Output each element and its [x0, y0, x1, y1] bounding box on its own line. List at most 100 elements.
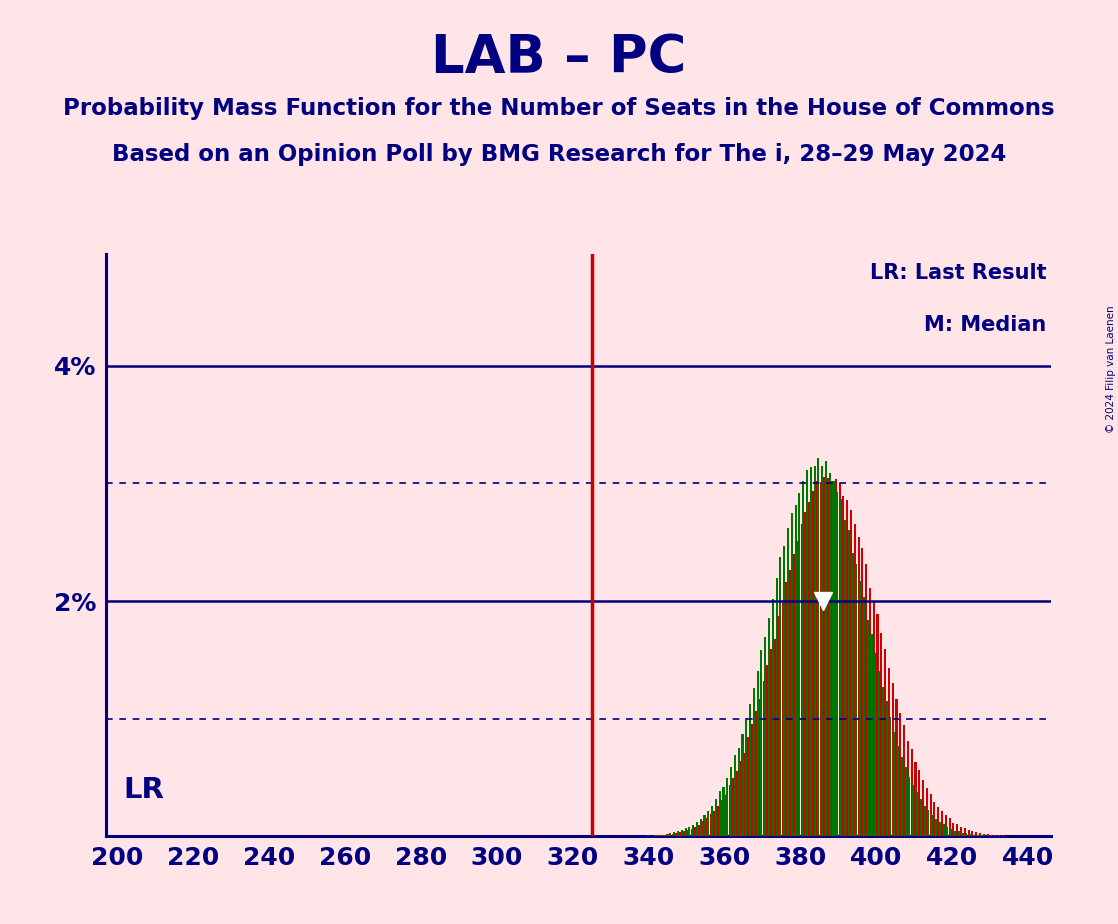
Text: Probability Mass Function for the Number of Seats in the House of Commons: Probability Mass Function for the Number…	[64, 97, 1054, 120]
Bar	[717, 806, 719, 836]
Bar	[922, 780, 925, 836]
Bar	[986, 833, 988, 836]
Bar	[789, 570, 792, 836]
Bar	[778, 615, 780, 836]
Bar	[863, 598, 865, 836]
Bar	[896, 699, 898, 836]
Bar	[681, 830, 683, 836]
Bar	[749, 703, 751, 836]
Bar	[816, 480, 818, 836]
Bar	[821, 466, 823, 836]
Bar	[675, 833, 678, 836]
Bar	[855, 565, 858, 836]
Bar	[892, 684, 893, 836]
Bar	[899, 712, 901, 836]
Bar	[846, 500, 849, 836]
Bar	[983, 834, 985, 836]
Bar	[979, 833, 980, 836]
Bar	[972, 831, 974, 836]
Bar	[918, 770, 920, 836]
Bar	[722, 787, 724, 836]
Text: LR: Last Result: LR: Last Result	[870, 262, 1046, 283]
Bar	[908, 776, 910, 836]
Bar	[953, 822, 955, 836]
Bar	[786, 582, 787, 836]
Bar	[923, 806, 926, 836]
Bar	[956, 824, 958, 836]
Bar	[783, 546, 785, 836]
Bar	[730, 767, 732, 836]
Bar	[797, 541, 799, 836]
Bar	[793, 553, 795, 836]
Bar	[762, 680, 765, 836]
Bar	[937, 808, 939, 836]
Bar	[975, 833, 977, 836]
Bar	[686, 830, 689, 836]
Bar	[823, 477, 825, 836]
Bar	[885, 701, 888, 836]
Bar	[994, 835, 996, 836]
Bar	[812, 491, 814, 836]
Bar	[942, 824, 945, 836]
Bar	[861, 548, 863, 836]
Bar	[672, 833, 674, 836]
Bar	[654, 835, 656, 836]
Bar	[776, 578, 778, 836]
Bar	[741, 734, 743, 836]
Bar	[850, 510, 852, 836]
Bar	[991, 834, 993, 836]
Bar	[825, 461, 827, 836]
Bar	[684, 828, 686, 836]
Bar	[969, 834, 972, 836]
Bar	[664, 834, 666, 836]
Bar	[907, 741, 909, 836]
Bar	[767, 665, 768, 836]
Bar	[759, 699, 761, 836]
Bar	[838, 483, 841, 836]
Bar	[973, 834, 975, 836]
Bar	[809, 467, 812, 836]
Bar	[727, 778, 728, 836]
Bar	[948, 818, 950, 836]
Bar	[912, 785, 915, 836]
Bar	[713, 810, 716, 836]
Bar	[711, 807, 713, 836]
Bar	[901, 757, 903, 836]
Text: LAB – PC: LAB – PC	[432, 32, 686, 84]
Bar	[903, 725, 906, 836]
Bar	[765, 637, 766, 836]
Bar	[877, 614, 879, 836]
Bar	[667, 833, 670, 836]
Bar	[920, 799, 922, 836]
Bar	[721, 800, 723, 836]
Bar	[680, 833, 681, 836]
Bar	[977, 835, 978, 836]
Bar	[683, 832, 685, 836]
Bar	[808, 502, 811, 836]
Bar	[882, 687, 884, 836]
Bar	[852, 553, 853, 836]
Bar	[724, 795, 727, 836]
Bar	[869, 589, 871, 836]
Bar	[732, 778, 735, 836]
Bar	[729, 784, 730, 836]
Bar	[719, 791, 721, 836]
Bar	[714, 799, 717, 836]
Bar	[746, 718, 747, 836]
Bar	[710, 814, 712, 836]
Bar	[828, 473, 831, 836]
Bar	[673, 833, 675, 836]
Bar	[755, 711, 757, 836]
Text: Based on an Opinion Poll by BMG Research for The i, 28–29 May 2024: Based on an Opinion Poll by BMG Research…	[112, 143, 1006, 166]
Bar	[890, 716, 891, 836]
Bar	[702, 821, 704, 836]
Bar	[871, 634, 872, 836]
Bar	[800, 524, 803, 836]
Bar	[836, 492, 838, 836]
Bar	[967, 830, 969, 836]
Bar	[768, 618, 770, 836]
Text: LR: LR	[123, 776, 164, 804]
Bar	[960, 827, 963, 836]
Bar	[743, 753, 746, 836]
Bar	[931, 816, 934, 836]
